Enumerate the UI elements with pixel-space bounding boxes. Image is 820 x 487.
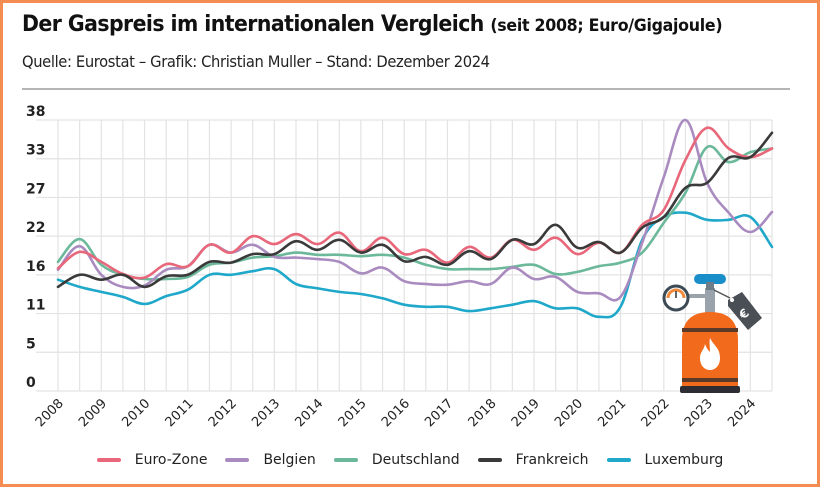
series-line-frankreich (56, 131, 774, 289)
chart-source: Quelle: Eurostat – Grafik: Christian Mul… (22, 52, 490, 71)
x-tick-label: 2024 (725, 396, 759, 430)
legend-label: Euro-Zone (134, 452, 208, 468)
x-tick-label: 2020 (552, 396, 586, 430)
x-tick-label: 2021 (595, 396, 629, 430)
legend-item: Euro-Zone (96, 452, 208, 468)
legend-swatch (477, 458, 502, 462)
y-tick-label: 5 (26, 336, 36, 352)
chart-title: Der Gaspreis im internationalen Vergleic… (22, 12, 723, 37)
legend-label: Deutschland (371, 452, 460, 468)
x-tick-label: 2023 (682, 396, 716, 430)
x-tick-label: 2019 (509, 396, 543, 430)
chart-title-main: Der Gaspreis im internationalen Vergleic… (22, 12, 484, 37)
series-line-euro-zone (56, 126, 774, 280)
chart-title-unit: (seit 2008; Euro/Gigajoule) (490, 16, 723, 36)
x-tick-label: 2009 (76, 396, 110, 430)
x-tick-label: 2017 (422, 396, 456, 430)
y-axis-ticks: 0 5 11 16 22 27 33 38 (26, 104, 45, 391)
legend-swatch (333, 458, 358, 462)
x-tick-label: 2014 (292, 396, 326, 430)
x-tick-label: 2022 (639, 396, 673, 430)
legend-label: Belgien (263, 452, 316, 468)
legend-label: Luxemburg (644, 452, 724, 468)
x-tick-label: 2013 (249, 396, 283, 430)
grid (36, 119, 773, 392)
series-line-belgien (56, 118, 774, 302)
legend-label: Frankreich (515, 452, 589, 468)
x-tick-label: 2012 (206, 396, 240, 430)
legend-swatch (96, 458, 121, 462)
y-tick-label: 27 (26, 181, 45, 197)
x-tick-label: 2015 (336, 396, 370, 430)
series-line-luxemburg (56, 211, 774, 319)
legend-swatch (225, 458, 250, 462)
legend-swatch (606, 458, 631, 462)
series-lines (56, 118, 774, 319)
x-tick-label: 2011 (163, 396, 197, 430)
series-line-deutschland (56, 144, 774, 281)
y-tick-label: 33 (26, 143, 45, 159)
x-tick-label: 2008 (33, 396, 67, 430)
header-divider (22, 88, 790, 90)
y-tick-label: 16 (26, 259, 45, 275)
legend-item: Frankreich (477, 452, 589, 468)
y-tick-label: 0 (26, 375, 36, 391)
legend-item: Luxemburg (606, 452, 724, 468)
x-tick-label: 2010 (119, 396, 153, 430)
y-tick-label: 11 (26, 298, 45, 314)
x-tick-label: 2016 (379, 396, 413, 430)
x-tick-label: 2018 (466, 396, 500, 430)
y-tick-label: 22 (26, 220, 45, 236)
chart-legend: Euro-Zone Belgien Deutschland Frankreich Lux… (0, 452, 820, 468)
gas-cylinder-icon: € (662, 274, 762, 393)
legend-item: Deutschland (333, 452, 460, 468)
x-axis-ticks: 2008 2009 2010 2011 2012 2013 2014 2015 2016 2017… (33, 396, 759, 430)
legend-item: Belgien (225, 452, 316, 468)
y-tick-label: 38 (26, 104, 45, 120)
